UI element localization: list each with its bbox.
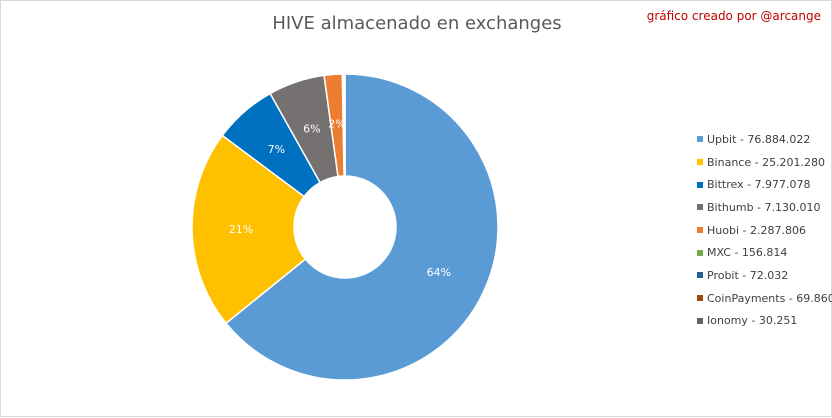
legend-item: MXC - 156.814 xyxy=(697,241,832,264)
legend-swatch xyxy=(697,227,703,233)
legend-item: Huobi - 2.287.806 xyxy=(697,219,832,242)
legend-item: Probit - 72.032 xyxy=(697,264,832,287)
legend-label: Bithumb - 7.130.010 xyxy=(707,201,821,214)
legend-swatch xyxy=(697,250,703,256)
legend-label: CoinPayments - 69.860 xyxy=(707,292,832,305)
legend-label: Upbit - 76.884.022 xyxy=(707,133,810,146)
legend-swatch xyxy=(697,182,703,188)
legend-swatch xyxy=(697,272,703,278)
legend-swatch xyxy=(697,204,703,210)
legend-label: Huobi - 2.287.806 xyxy=(707,224,806,237)
legend-item: Bithumb - 7.130.010 xyxy=(697,196,832,219)
legend-label: Bittrex - 7.977.078 xyxy=(707,178,811,191)
legend-swatch xyxy=(697,295,703,301)
legend-label: Probit - 72.032 xyxy=(707,269,788,282)
legend-label: Binance - 25.201.280 xyxy=(707,156,825,169)
slice-percent-label: 7% xyxy=(268,143,285,156)
legend-item: Bittrex - 7.977.078 xyxy=(697,173,832,196)
legend-swatch xyxy=(697,159,703,165)
legend-label: MXC - 156.814 xyxy=(707,246,787,259)
chart-legend: Upbit - 76.884.022 Binance - 25.201.280 Bi… xyxy=(697,128,832,332)
legend-swatch xyxy=(697,136,703,142)
legend-swatch xyxy=(697,318,703,324)
legend-item: Binance - 25.201.280 xyxy=(697,151,832,174)
slice-percent-label: 21% xyxy=(229,223,253,236)
slice-percent-label: 64% xyxy=(427,266,451,279)
legend-item: Upbit - 76.884.022 xyxy=(697,128,832,151)
slice-percent-label: 6% xyxy=(303,122,320,135)
legend-label: Ionomy - 30.251 xyxy=(707,314,797,327)
legend-item: Ionomy - 30.251 xyxy=(697,310,832,333)
legend-item: CoinPayments - 69.860 xyxy=(697,287,832,310)
